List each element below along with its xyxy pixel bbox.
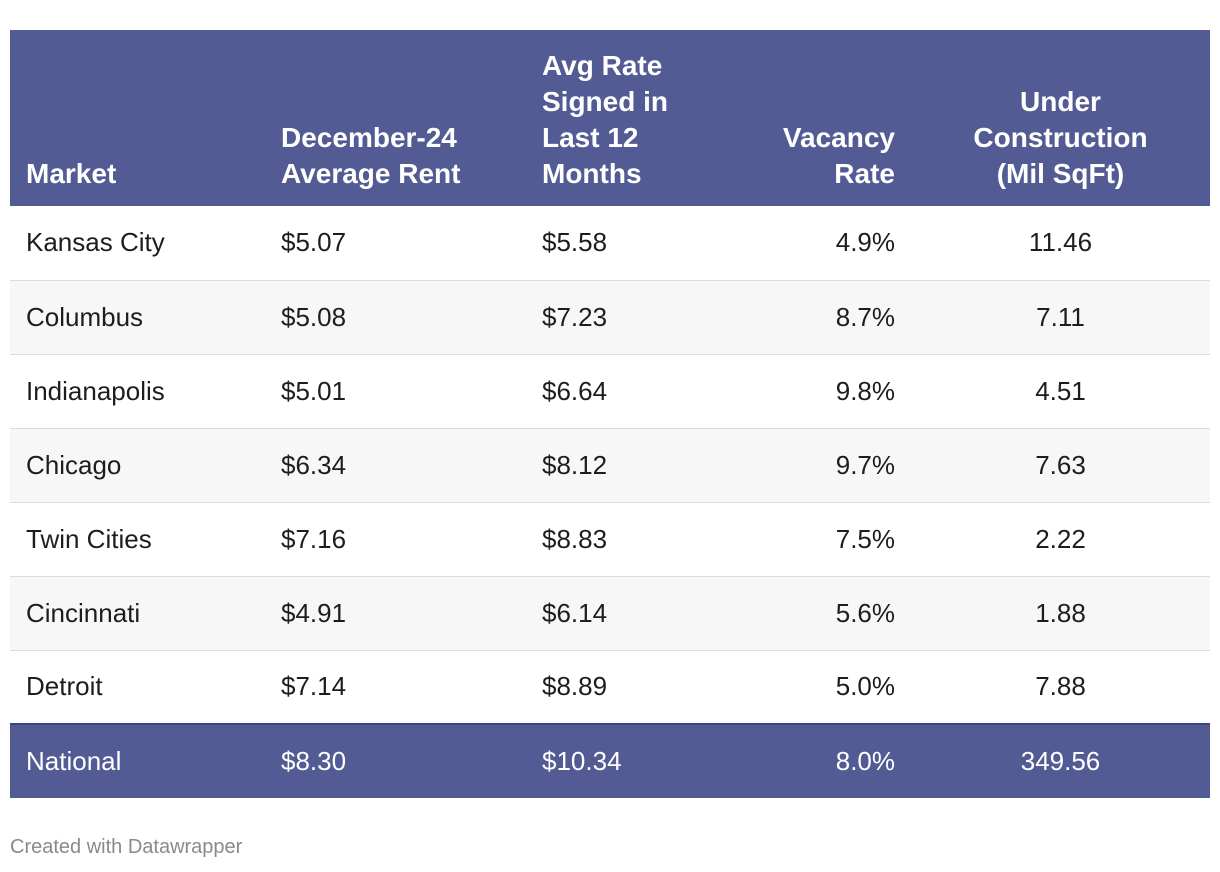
- cell-vacancy-rate: 5.6%: [835, 597, 895, 628]
- cell-market: Indianapolis: [26, 375, 165, 406]
- table-row: Detroit $7.14 $8.89 5.0% 7.88: [10, 650, 1210, 724]
- market-table: Market December-24 Average Rent Avg Rate Sig…: [10, 30, 1210, 798]
- column-header-line: Vacancy: [782, 122, 895, 153]
- cell-avg-rate-signed-last-12-months: $7.23: [542, 301, 608, 332]
- cell-vacancy-rate: 7.5%: [835, 523, 895, 554]
- table-row: Chicago $6.34 $8.12 9.7% 7.63: [10, 428, 1210, 502]
- column-header-line: Months: [542, 158, 642, 189]
- column-header-line: Market: [26, 158, 117, 189]
- cell-market: Columbus: [26, 301, 144, 332]
- cell-under-construction: 7.88: [1035, 671, 1086, 702]
- header-row: Market December-24 Average Rent Avg Rate Sig…: [10, 30, 1210, 206]
- table-row: Columbus $5.08 $7.23 8.7% 7.11: [10, 280, 1210, 354]
- cell-under-construction: 2.22: [1035, 523, 1086, 554]
- cell-vacancy-rate: 4.9%: [835, 227, 895, 258]
- table-row: Twin Cities $7.16 $8.83 7.5% 2.22: [10, 502, 1210, 576]
- cell-vacancy-rate: 9.8%: [835, 375, 895, 406]
- cell-market: Detroit: [26, 671, 103, 702]
- table-row: Kansas City $5.07 $5.58 4.9% 11.46: [10, 206, 1210, 280]
- total-cell-vacancy-rate: 8.0%: [835, 746, 895, 776]
- column-header-line: Signed in: [542, 86, 668, 117]
- cell-market: Cincinnati: [26, 597, 141, 628]
- cell-december-24-average-rent: $5.08: [281, 301, 347, 332]
- cell-avg-rate-signed-last-12-months: $5.58: [542, 227, 608, 258]
- cell-under-construction: 11.46: [1028, 227, 1093, 258]
- column-header-vacancy-rate: Vacancy Rate: [756, 30, 911, 206]
- table-header: Market December-24 Average Rent Avg Rate Sig…: [10, 30, 1210, 206]
- table-body: Kansas City $5.07 $5.58 4.9% 11.46 Columbus $5…: [10, 206, 1210, 798]
- table-row: Cincinnati $4.91 $6.14 5.6% 1.88: [10, 576, 1210, 650]
- column-header-line: Avg Rate: [542, 50, 663, 81]
- column-header-under-construction: Under Construction (Mil SqFt): [911, 30, 1210, 206]
- column-header-line: Under: [1020, 86, 1101, 117]
- cell-december-24-average-rent: $7.16: [281, 523, 347, 554]
- cell-december-24-average-rent: $5.01: [281, 375, 347, 406]
- column-header-line: (Mil SqFt): [996, 158, 1125, 189]
- national-total-row: National $8.30 $10.34 8.0% 349.56: [10, 724, 1210, 798]
- data-table-container: Market December-24 Average Rent Avg Rate Sig…: [10, 30, 1210, 798]
- cell-under-construction: 7.11: [1036, 301, 1085, 332]
- cell-under-construction: 7.63: [1035, 449, 1086, 480]
- cell-avg-rate-signed-last-12-months: $8.89: [542, 671, 608, 702]
- cell-market: Chicago: [26, 449, 122, 480]
- column-header-market: Market: [10, 30, 265, 206]
- cell-under-construction: 4.51: [1035, 375, 1086, 406]
- column-header-line: Rate: [834, 158, 895, 189]
- column-header-line: Average Rent: [281, 158, 461, 189]
- column-header-december-24-average-rent: December-24 Average Rent: [265, 30, 526, 206]
- cell-december-24-average-rent: $6.34: [281, 449, 347, 480]
- total-cell-market: National: [26, 746, 122, 776]
- column-header-line: Construction: [973, 122, 1148, 153]
- cell-avg-rate-signed-last-12-months: $8.83: [542, 523, 608, 554]
- cell-december-24-average-rent: $7.14: [281, 671, 347, 702]
- cell-under-construction: 1.88: [1035, 597, 1086, 628]
- cell-market: Twin Cities: [26, 523, 152, 554]
- column-header-line: Last 12: [542, 122, 639, 153]
- cell-avg-rate-signed-last-12-months: $6.64: [542, 375, 608, 406]
- cell-vacancy-rate: 5.0%: [835, 671, 895, 702]
- cell-december-24-average-rent: $5.07: [281, 227, 347, 258]
- cell-avg-rate-signed-last-12-months: $8.12: [542, 449, 608, 480]
- total-cell-avg-rate-signed-last-12-months: $10.34: [542, 746, 622, 776]
- table-row: Indianapolis $5.01 $6.64 9.8% 4.51: [10, 354, 1210, 428]
- cell-vacancy-rate: 8.7%: [835, 301, 895, 332]
- column-header-avg-rate-signed-last-12-months: Avg Rate Signed in Last 12 Months: [526, 30, 756, 206]
- total-cell-december-24-average-rent: $8.30: [281, 746, 347, 776]
- cell-market: Kansas City: [26, 227, 165, 258]
- cell-avg-rate-signed-last-12-months: $6.14: [542, 597, 608, 628]
- column-header-line: December-24: [281, 122, 457, 153]
- cell-december-24-average-rent: $4.91: [281, 597, 347, 628]
- datawrapper-credit: Created with Datawrapper: [10, 836, 243, 858]
- total-cell-under-construction: 349.56: [1020, 746, 1101, 776]
- cell-vacancy-rate: 9.7%: [835, 449, 895, 480]
